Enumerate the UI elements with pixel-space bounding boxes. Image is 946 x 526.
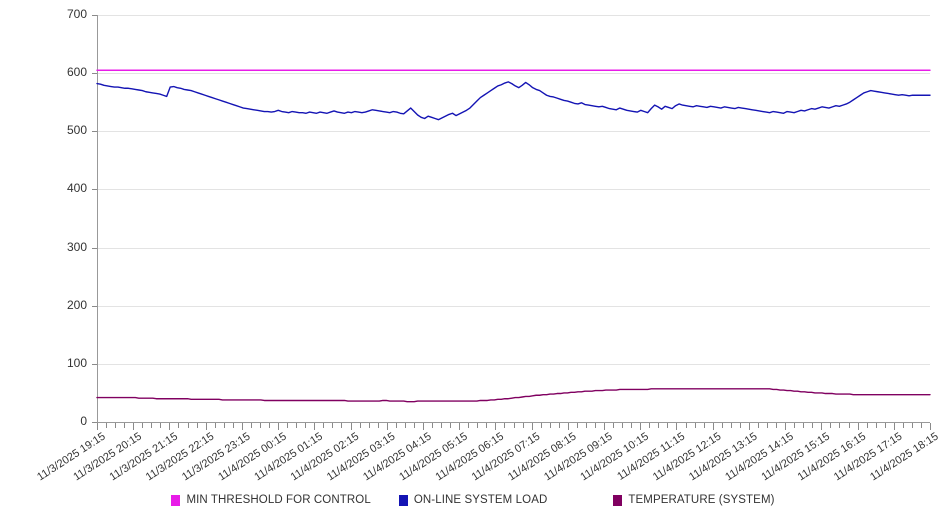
legend-item-temperature-system[interactable]: TEMPERATURE (SYSTEM)	[613, 494, 774, 506]
x-axis-ticks	[92, 15, 931, 430]
legend-swatch-blue	[398, 494, 408, 506]
y-tick-label-300: 300	[67, 240, 87, 254]
data-series	[96, 69, 931, 403]
legend-label-on-line-system-load: ON-LINE SYSTEM LOAD	[413, 494, 548, 506]
y-tick-label-0: 0	[80, 414, 87, 428]
y-tick-label-500: 500	[67, 123, 87, 137]
y-tick-label-700: 700	[67, 7, 87, 21]
legend-label-temperature-system: TEMPERATURE (SYSTEM)	[628, 494, 775, 506]
legend-swatch-purple	[613, 494, 623, 506]
y-tick-label-400: 400	[67, 181, 87, 195]
chart-legend: MIN THRESHOLD FOR CONTROL ON-LINE SYSTEM…	[0, 494, 946, 506]
y-tick-label-200: 200	[67, 298, 87, 312]
legend-label-min-threshold-for-control: MIN THRESHOLD FOR CONTROL	[186, 494, 371, 506]
series-line-temperature-system	[96, 388, 931, 403]
series-line-on-line-system-load	[96, 81, 931, 121]
axis-lines	[97, 15, 930, 423]
y-axis-tick-labels: 0 100 200 300 400 500 600 700	[67, 7, 87, 428]
legend-item-on-line-system-load[interactable]: ON-LINE SYSTEM LOAD	[398, 494, 548, 506]
legend-item-min-threshold-for-control[interactable]: MIN THRESHOLD FOR CONTROL	[171, 494, 371, 506]
y-tick-label-600: 600	[67, 65, 87, 79]
y-tick-label-100: 100	[67, 356, 87, 370]
gridlines	[97, 15, 930, 365]
legend-swatch-magenta	[171, 494, 181, 506]
